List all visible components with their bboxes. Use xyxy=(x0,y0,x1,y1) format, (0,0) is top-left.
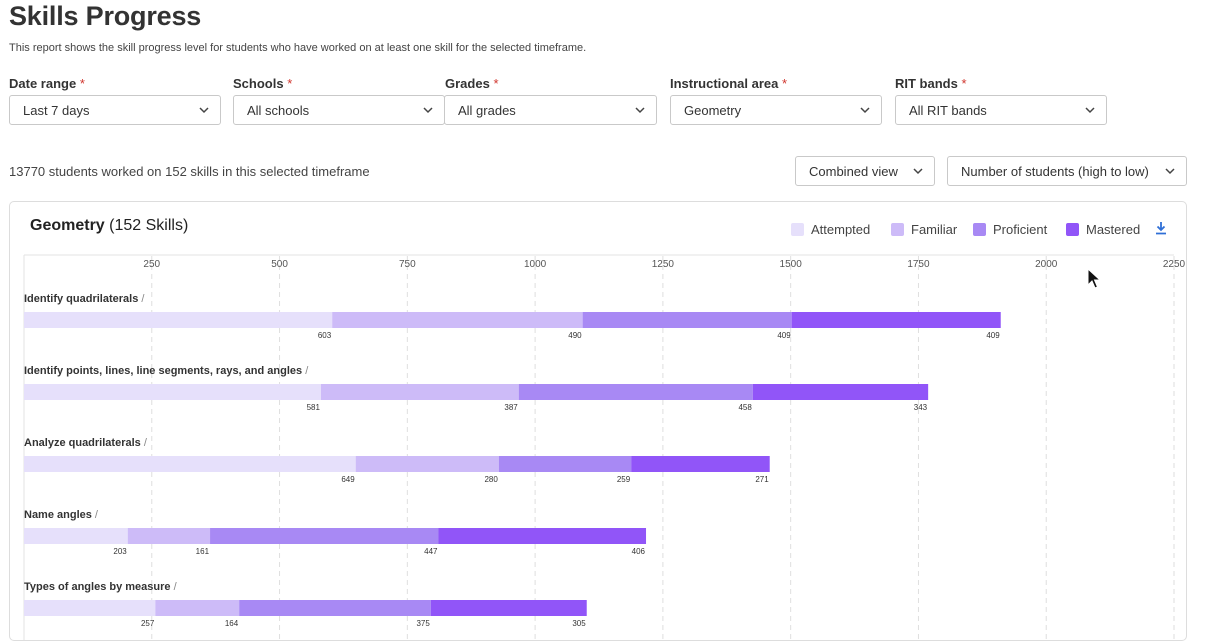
legend-swatch xyxy=(891,223,904,236)
x-tick-label: 1500 xyxy=(780,259,803,270)
legend-swatch xyxy=(791,223,804,236)
date-range-value: Last 7 days xyxy=(23,102,90,118)
skill-label: Types of angles by measure / xyxy=(24,581,178,593)
date-range-label: Date range * xyxy=(9,76,85,91)
bar-segment-proficient xyxy=(210,528,439,544)
x-tick-label: 1750 xyxy=(907,259,930,270)
x-tick-label: 2000 xyxy=(1035,259,1058,270)
grades-value: All grades xyxy=(458,102,516,118)
rit-bands-value: All RIT bands xyxy=(909,102,987,118)
sort-select[interactable]: Number of students (high to low) xyxy=(947,156,1187,186)
legend-item-mastered: Mastered xyxy=(1066,222,1140,237)
schools-value: All schools xyxy=(247,102,310,118)
chevron-down-icon xyxy=(1165,168,1175,175)
bar-segment-mastered xyxy=(430,600,587,616)
bar-segment-proficient xyxy=(239,600,431,616)
chevron-down-icon xyxy=(423,107,433,114)
legend-item-familiar: Familiar xyxy=(891,222,957,237)
mouse-cursor-icon xyxy=(1087,268,1101,289)
instructional-area-select[interactable]: Geometry xyxy=(670,95,882,125)
bar-value-label: 280 xyxy=(484,475,498,484)
bar-value-label: 581 xyxy=(307,403,321,412)
bar-segment-mastered xyxy=(752,384,929,400)
bar-segment-mastered xyxy=(791,312,1001,328)
bar-segment-mastered xyxy=(631,456,770,472)
view-select-value: Combined view xyxy=(809,163,898,179)
bar-value-label: 458 xyxy=(738,403,752,412)
grades-select[interactable]: All grades xyxy=(444,95,657,125)
chevron-down-icon xyxy=(1085,107,1095,114)
legend-item-attempted: Attempted xyxy=(791,222,870,237)
skill-label: Identify quadrilaterals / xyxy=(24,293,145,305)
panel-title: Geometry (152 Skills) xyxy=(30,217,189,234)
skills-chart: 250 500 750 1000 1250 1500 1750 2000 2250 Identif… xyxy=(23,254,1186,640)
view-select[interactable]: Combined view xyxy=(795,156,935,186)
bar-segment-proficient xyxy=(582,312,792,328)
bar-value-label: 161 xyxy=(196,547,210,556)
bar-segment-attempted xyxy=(24,456,356,472)
grades-label: Grades * xyxy=(445,76,499,91)
x-tick-label: 2250 xyxy=(1163,259,1186,270)
bar-segment-familiar xyxy=(355,456,499,472)
bar-value-label: 257 xyxy=(141,619,155,628)
bar-segment-proficient xyxy=(498,456,632,472)
bar-segment-attempted xyxy=(24,384,321,400)
students-summary: 13770 students worked on 152 skills in t… xyxy=(9,164,370,179)
bar-value-label: 375 xyxy=(416,619,430,628)
chevron-down-icon xyxy=(635,107,645,114)
bar-value-label: 447 xyxy=(424,547,438,556)
bar-segment-familiar xyxy=(320,384,519,400)
x-tick-label: 500 xyxy=(271,259,288,270)
page-title: Skills Progress xyxy=(9,1,202,31)
date-range-select[interactable]: Last 7 days xyxy=(9,95,221,125)
bar-value-label: 603 xyxy=(318,331,332,340)
sort-select-value: Number of students (high to low) xyxy=(961,163,1149,179)
x-tick-label: 1250 xyxy=(652,259,675,270)
bar-segment-mastered xyxy=(438,528,647,544)
bar-segment-attempted xyxy=(24,528,128,544)
bar-value-label: 271 xyxy=(755,475,769,484)
schools-select[interactable]: All schools xyxy=(233,95,445,125)
instructional-area-label: Instructional area * xyxy=(670,76,788,91)
bar-value-label: 490 xyxy=(568,331,582,340)
download-icon[interactable] xyxy=(1153,220,1169,236)
skill-label: Identify points, lines, line segments, r… xyxy=(24,365,309,377)
bar-value-label: 409 xyxy=(986,331,1000,340)
rit-bands-label: RIT bands * xyxy=(895,76,967,91)
bar-value-label: 259 xyxy=(617,475,631,484)
bar-value-label: 406 xyxy=(632,547,646,556)
page-subtitle: This report shows the skill progress lev… xyxy=(9,42,587,54)
chevron-down-icon xyxy=(199,107,209,114)
bar-value-label: 203 xyxy=(113,547,127,556)
bar-value-label: 649 xyxy=(341,475,355,484)
legend-swatch xyxy=(973,223,986,236)
bar-segment-familiar xyxy=(155,600,240,616)
bar-segment-proficient xyxy=(518,384,753,400)
bar-value-label: 343 xyxy=(914,403,928,412)
skill-label: Name angles / xyxy=(24,509,99,521)
legend-item-proficient: Proficient xyxy=(973,222,1047,237)
bar-value-label: 409 xyxy=(777,331,791,340)
skill-label: Analyze quadrilaterals / xyxy=(24,437,148,449)
bar-value-label: 164 xyxy=(225,619,239,628)
bar-segment-attempted xyxy=(24,312,333,328)
bar-value-label: 387 xyxy=(504,403,518,412)
bar-segment-attempted xyxy=(24,600,156,616)
bar-segment-familiar xyxy=(127,528,211,544)
chart-panel: Geometry (152 Skills) Attempted Familiar… xyxy=(9,201,1187,641)
x-tick-label: 250 xyxy=(143,259,160,270)
chevron-down-icon xyxy=(860,107,870,114)
rit-bands-select[interactable]: All RIT bands xyxy=(895,95,1107,125)
legend-swatch xyxy=(1066,223,1079,236)
instructional-area-value: Geometry xyxy=(684,102,742,118)
chevron-down-icon xyxy=(913,168,923,175)
schools-label: Schools * xyxy=(233,76,293,91)
x-tick-label: 750 xyxy=(399,259,416,270)
x-tick-label: 1000 xyxy=(524,259,547,270)
bar-value-label: 305 xyxy=(572,619,586,628)
bar-segment-familiar xyxy=(332,312,583,328)
